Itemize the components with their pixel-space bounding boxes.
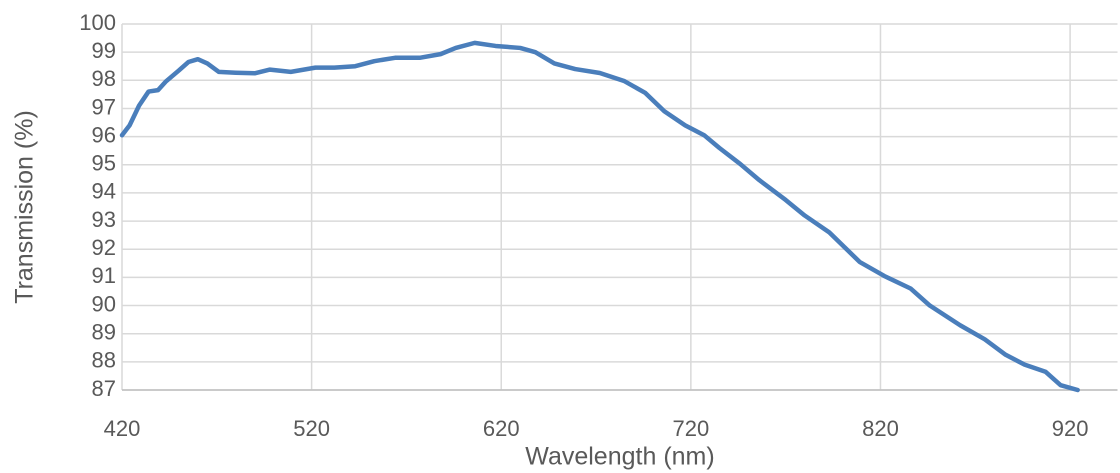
x-axis-title: Wavelength (nm)	[525, 443, 714, 471]
y-tick-label: 91	[92, 263, 116, 288]
y-tick-label: 99	[92, 38, 116, 63]
y-tick-label: 87	[92, 376, 116, 401]
y-tick-label: 90	[92, 291, 116, 316]
y-tick-label: 93	[92, 207, 116, 232]
data-line	[119, 40, 1080, 393]
x-tick-label: 520	[293, 416, 330, 441]
y-tick-label: 96	[92, 122, 116, 147]
y-axis-title: Transmission (%)	[11, 110, 39, 304]
x-tick-label: 820	[862, 416, 899, 441]
y-tick-label: 100	[79, 10, 116, 35]
y-tick-label: 88	[92, 348, 116, 373]
y-tick-label: 89	[92, 320, 116, 345]
y-tick-label: 94	[92, 179, 116, 204]
y-tick-label: 98	[92, 66, 116, 91]
x-tick-label: 720	[672, 416, 709, 441]
y-tick-label: 92	[92, 235, 116, 260]
y-tick-label: 95	[92, 151, 116, 176]
x-tick-label: 620	[483, 416, 520, 441]
y-tick-label: 97	[92, 94, 116, 119]
x-tick-label: 920	[1052, 416, 1089, 441]
x-tick-label: 420	[104, 416, 141, 441]
